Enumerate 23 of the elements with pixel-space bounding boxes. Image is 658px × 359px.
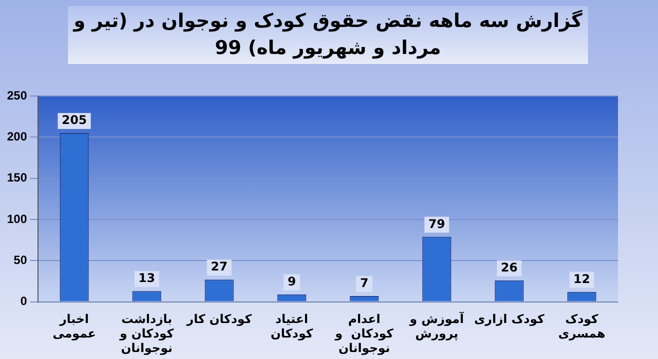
y-tick-label: 0	[20, 294, 28, 308]
y-tick-label: 100	[6, 212, 28, 226]
x-tick-label: کودک ازاری	[474, 312, 544, 326]
data-label: 9	[288, 274, 296, 289]
x-tick-label: اعدام کودکان و نوجوانان	[334, 312, 394, 355]
chart-title: گزارش سه ماهه نقض حقوق کودک و نوجوان در (تیر و مرداد و شهریور ماه) 99	[68, 6, 588, 64]
y-tick-label: 150	[6, 170, 28, 185]
data-label: 26	[500, 260, 518, 275]
y-tick-label: 250	[6, 88, 28, 102]
data-label: 79	[428, 216, 446, 231]
y-tick-label: 200	[6, 129, 28, 144]
data-label: 13	[138, 271, 156, 286]
data-label: 205	[62, 113, 87, 128]
data-label: 12	[573, 272, 590, 286]
x-tick-label: بازداشت کودکان و نوجوانان	[118, 312, 174, 355]
y-tick-label: 50	[14, 252, 28, 267]
x-tick-label: کودکان کار	[186, 312, 252, 326]
x-tick-label: اعتیاد کودکان	[270, 312, 313, 341]
x-tick-label: اخبار عمومی	[52, 312, 96, 341]
data-label: 27	[210, 260, 228, 274]
x-tick-label: آموزش و پرورش	[408, 311, 465, 341]
data-label: 7	[360, 276, 368, 290]
x-tick-label: کودک همسری	[558, 312, 606, 341]
